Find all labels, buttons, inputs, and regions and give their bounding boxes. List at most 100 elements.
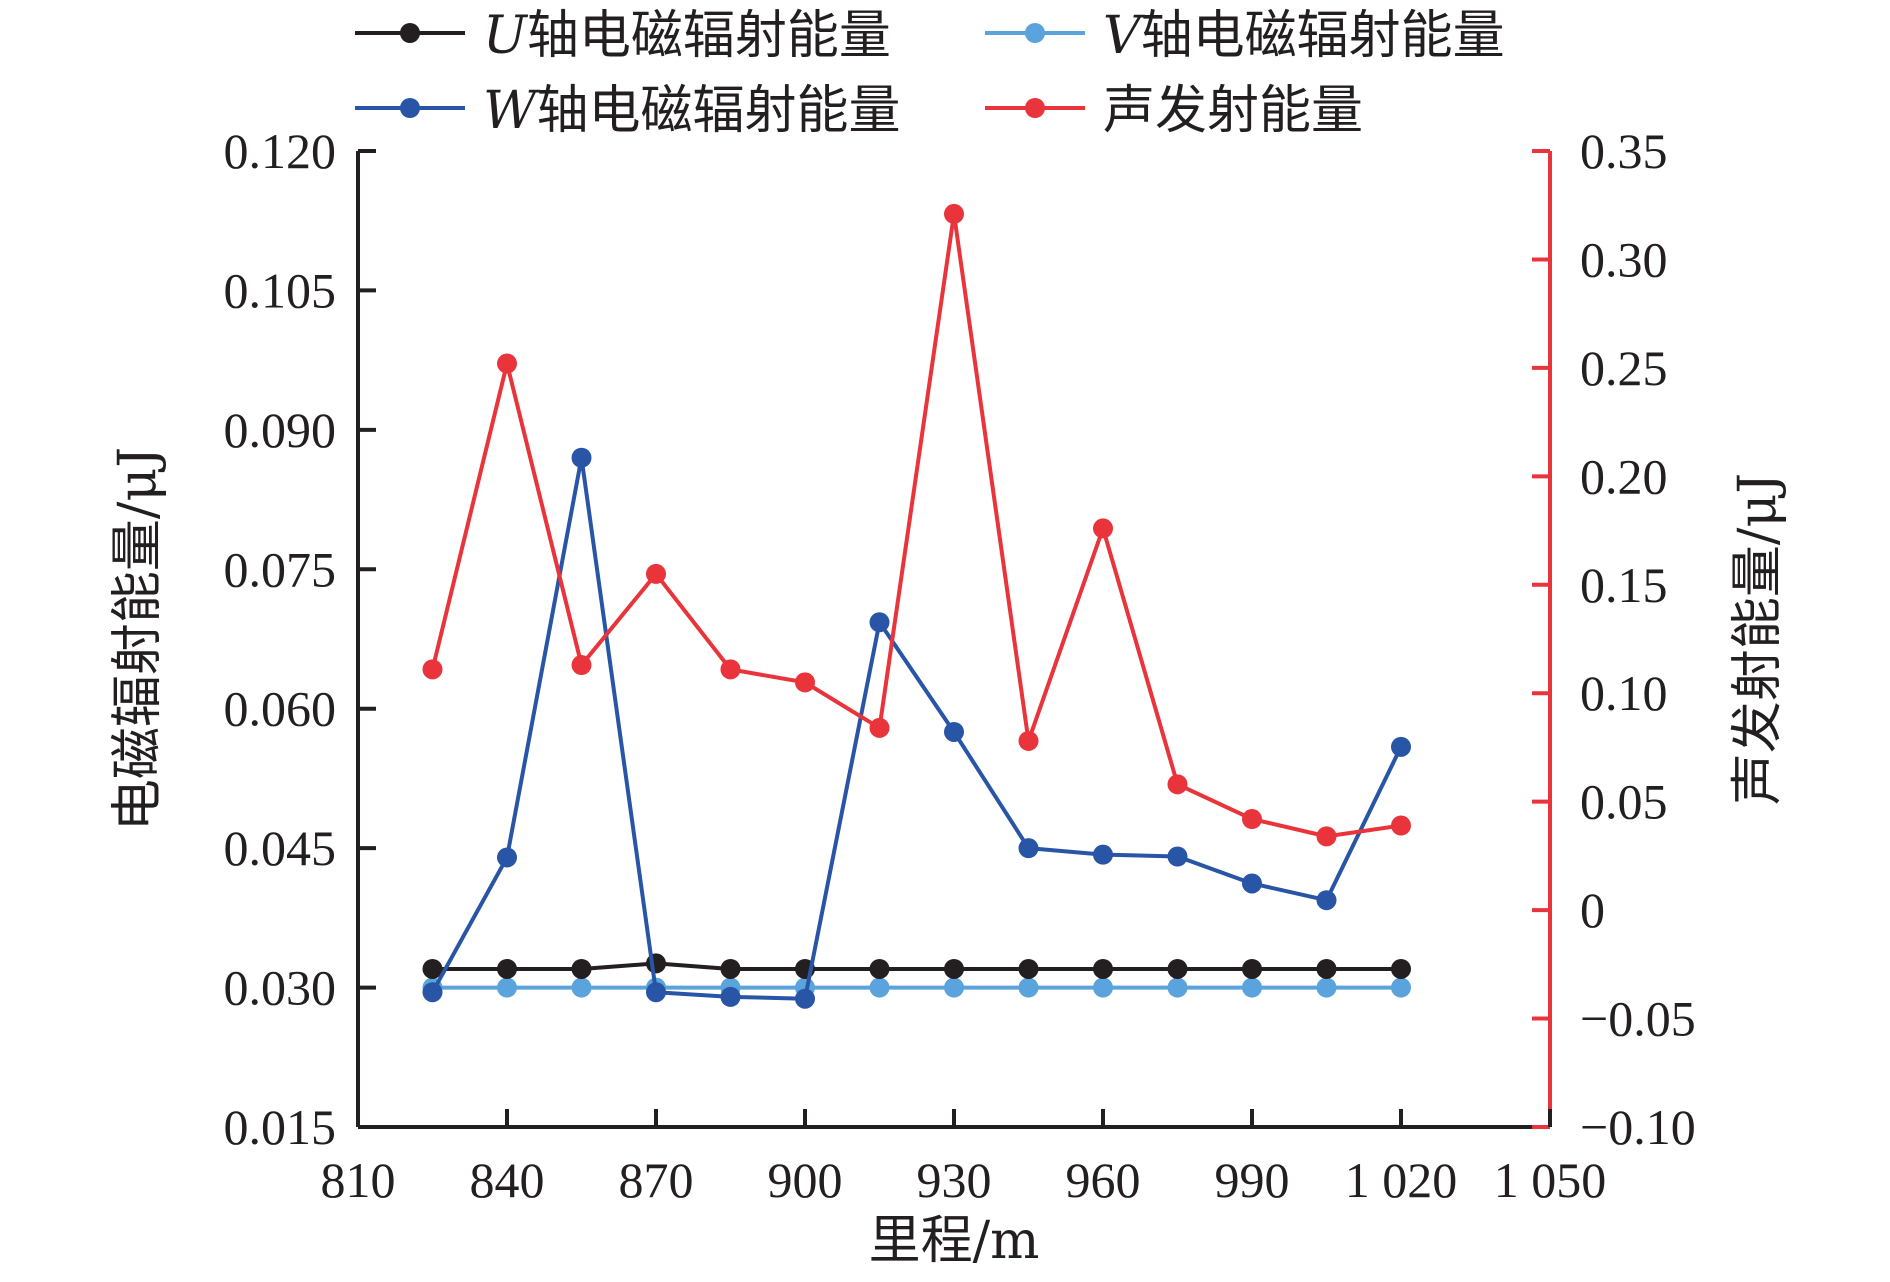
data-point-ae (497, 353, 517, 374)
legend-marker (400, 23, 420, 43)
data-point-w (646, 982, 666, 1003)
data-point-ae (571, 655, 592, 676)
series-line-ae (430, 211, 1402, 839)
x-tick-label: 840 (470, 1152, 545, 1208)
data-point-w (869, 612, 890, 633)
left-tick-label: 0.030 (224, 960, 337, 1016)
legend-item-u: U轴电磁辐射能量 (355, 6, 891, 66)
data-point-w (1093, 844, 1113, 865)
left-tick-label: 0.045 (224, 820, 337, 876)
data-point-u (1242, 958, 1262, 979)
right-tick-label: 0.15 (1580, 557, 1668, 613)
right-tick-label: 0.20 (1580, 448, 1668, 504)
legend-label: V轴电磁辐射能量 (1103, 6, 1505, 66)
data-point-ae (1018, 730, 1039, 751)
data-point-v (944, 977, 964, 998)
legend-label-text: 轴电磁辐射能量 (1141, 6, 1505, 66)
right-axis-title: 声发射能量/μJ (1728, 473, 1788, 805)
data-point-v (1242, 977, 1262, 998)
plot-area (422, 203, 1411, 1009)
right-tick-label: 0.25 (1580, 340, 1668, 396)
left-tick-label: 0.060 (224, 681, 337, 737)
data-point-v (1093, 977, 1113, 998)
data-point-ae (869, 717, 890, 738)
data-point-u (720, 958, 741, 979)
data-point-v (869, 977, 890, 998)
x-tick-label: 1 050 (1494, 1152, 1607, 1208)
data-point-w (1167, 846, 1188, 867)
data-point-ae (795, 672, 815, 693)
data-point-w (1391, 736, 1411, 757)
data-point-w (720, 986, 741, 1007)
x-tick-label: 1 020 (1345, 1152, 1458, 1208)
left-tick-label: 0.075 (224, 541, 337, 597)
data-point-u (1093, 958, 1113, 979)
data-point-ae (1391, 815, 1411, 836)
data-point-w (1242, 873, 1262, 894)
legend-label-axis-letter: U (483, 6, 529, 66)
legend-marker (400, 98, 420, 118)
x-tick-label: 930 (917, 1152, 992, 1208)
series-u (422, 953, 1411, 979)
legend-item-w: W轴电磁辐射能量 (355, 81, 900, 141)
left-axis-title: 电磁辐射能量/μJ (108, 447, 168, 831)
data-point-v (497, 977, 517, 998)
legend-label-text: 声发射能量 (1103, 81, 1363, 141)
left-tick-label: 0.015 (224, 1099, 337, 1155)
left-tick-label: 0.120 (224, 123, 337, 179)
x-tick-label: 810 (321, 1152, 396, 1208)
series-ae (422, 203, 1411, 847)
right-tick-label: −0.05 (1580, 991, 1696, 1047)
legend-item-ae: 声发射能量 (985, 81, 1363, 141)
data-point-ae (646, 563, 666, 584)
legend-label-text: 轴电磁辐射能量 (536, 81, 900, 141)
right-tick-label: 0.35 (1580, 123, 1668, 179)
data-point-u (1316, 958, 1337, 979)
data-point-v (1018, 977, 1039, 998)
series-line-w (430, 455, 1403, 1001)
x-tick-label: 960 (1066, 1152, 1141, 1208)
data-point-w (944, 721, 964, 742)
x-tick-label: 900 (768, 1152, 843, 1208)
data-point-w (1316, 890, 1337, 911)
legend-label-axis-letter: V (1103, 6, 1145, 66)
x-tick-label: 870 (619, 1152, 694, 1208)
data-point-ae (1316, 826, 1337, 847)
axes: 0.015 0.030 0.045 0.060 0.075 0.090 0.105 0.120… (108, 123, 1788, 1271)
data-point-u (869, 958, 890, 979)
left-tick-label: 0.090 (224, 402, 337, 458)
right-tick-label: −0.10 (1580, 1099, 1696, 1155)
data-point-v (1391, 977, 1411, 998)
data-point-u (1391, 958, 1411, 979)
data-point-ae (422, 659, 443, 680)
data-point-u (497, 958, 517, 979)
data-point-v (571, 977, 592, 998)
series-line-u (432, 961, 1401, 971)
data-point-u (1167, 958, 1188, 979)
series-w (422, 447, 1411, 1009)
data-point-u (1018, 958, 1039, 979)
legend-label: W轴电磁辐射能量 (483, 81, 900, 141)
data-point-w (795, 988, 815, 1009)
left-tick-label: 0.105 (224, 262, 337, 318)
legend-label: U轴电磁辐射能量 (483, 6, 891, 66)
x-tick-label: 990 (1215, 1152, 1290, 1208)
data-point-w (422, 982, 443, 1003)
legend-label: 声发射能量 (1103, 81, 1363, 141)
x-axis-title: 里程/m (869, 1211, 1040, 1271)
data-point-ae (1093, 518, 1113, 539)
legend-label-axis-letter: W (483, 81, 540, 141)
data-point-ae (1242, 809, 1262, 830)
right-tick-label: 0.05 (1580, 774, 1668, 830)
data-point-ae (944, 203, 964, 224)
right-tick-label: 0 (1580, 882, 1605, 938)
data-point-w (571, 447, 592, 468)
data-point-w (497, 847, 517, 868)
data-point-v (1167, 977, 1188, 998)
data-point-ae (720, 659, 741, 680)
legend-item-v: V轴电磁辐射能量 (985, 6, 1505, 66)
right-tick-label: 0.10 (1580, 665, 1668, 721)
series-v (422, 977, 1411, 998)
